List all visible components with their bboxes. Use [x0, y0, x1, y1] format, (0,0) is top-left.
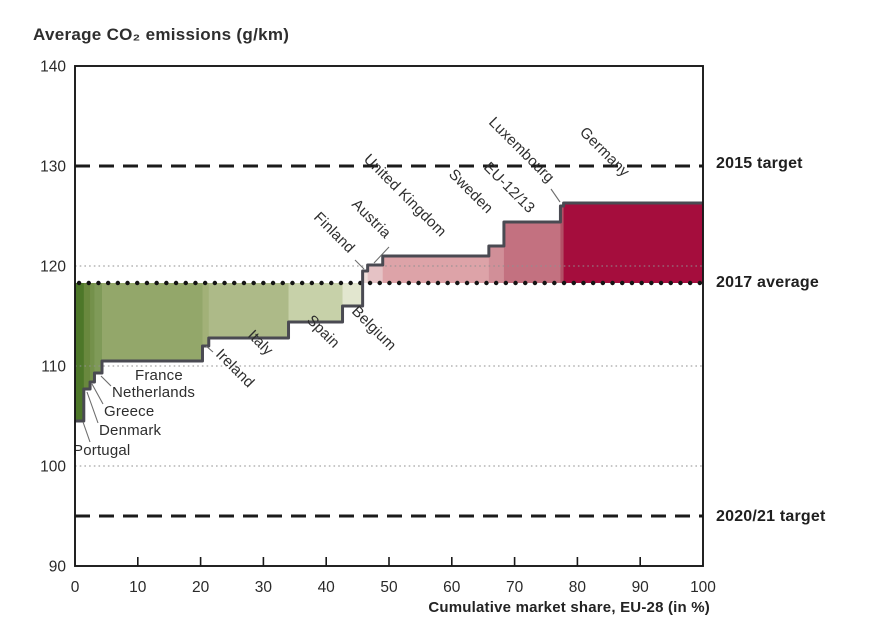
ref-label-2017-average: 2017 average	[716, 274, 819, 291]
chart-title: Average CO₂ emissions (g/km)	[33, 25, 290, 44]
bar-eu-12-13	[503, 222, 561, 283]
ref-label-2020-21-target: 2020/21 target	[716, 508, 826, 525]
bar-belgium	[342, 283, 364, 306]
bar-ireland	[202, 283, 210, 346]
y-tick-label-140: 140	[40, 59, 66, 76]
leader-finland	[354, 259, 365, 270]
leader-greece	[91, 383, 104, 405]
x-tick-label-20: 20	[192, 579, 210, 596]
bar-luxembourg	[560, 206, 564, 283]
label-france: France	[135, 367, 183, 384]
step-outline	[75, 201, 703, 423]
label-belgium: Belgium	[348, 303, 399, 354]
x-tick-label-100: 100	[690, 579, 716, 596]
bar-spain	[288, 283, 343, 322]
leader-luxembourg	[550, 188, 561, 203]
label-finland: Finland	[310, 209, 358, 257]
x-tick-label-90: 90	[632, 579, 650, 596]
label-germany: Germany	[576, 124, 633, 181]
x-tick-label-0: 0	[71, 579, 80, 596]
y-tick-label-90: 90	[49, 559, 67, 576]
y-tick-label-120: 120	[40, 259, 66, 276]
y-tick-label-110: 110	[41, 359, 66, 376]
x-tick-label-70: 70	[506, 579, 524, 596]
leader-denmark	[86, 391, 99, 424]
bar-united-kingdom	[382, 256, 490, 283]
x-tick-label-40: 40	[318, 579, 336, 596]
bar-austria	[367, 265, 384, 283]
bar-denmark	[83, 283, 91, 389]
label-greece: Greece	[104, 403, 154, 420]
plot-border	[74, 65, 704, 567]
bar-netherlands	[94, 283, 103, 373]
x-tick-label-30: 30	[255, 579, 273, 596]
x-tick-label-50: 50	[380, 579, 398, 596]
bar-portugal	[75, 283, 85, 421]
bar-greece	[90, 283, 95, 382]
label-portugal: Portugal	[73, 442, 130, 459]
label-ireland: Ireland	[212, 346, 257, 391]
bar-finland	[362, 271, 369, 283]
label-netherlands: Netherlands	[112, 384, 195, 401]
leader-portugal	[82, 421, 91, 443]
label-austria: Austria	[348, 196, 394, 242]
leader-austria	[373, 246, 390, 264]
bar-italy	[208, 283, 289, 338]
x-axis-title: Cumulative market share, EU-28 (in %)	[428, 599, 710, 616]
bar-germany	[563, 203, 704, 283]
x-tick-label-80: 80	[569, 579, 587, 596]
ref-label-2015-target: 2015 target	[716, 155, 803, 172]
bar-sweden	[488, 246, 505, 283]
y-tick-label-130: 130	[40, 159, 66, 176]
leader-ireland	[205, 345, 214, 353]
x-tick-label-60: 60	[443, 579, 461, 596]
label-denmark: Denmark	[99, 422, 162, 439]
x-tick-label-10: 10	[129, 579, 147, 596]
y-tick-label-100: 100	[40, 459, 66, 476]
bar-france	[102, 283, 203, 361]
leader-netherlands	[100, 375, 112, 387]
